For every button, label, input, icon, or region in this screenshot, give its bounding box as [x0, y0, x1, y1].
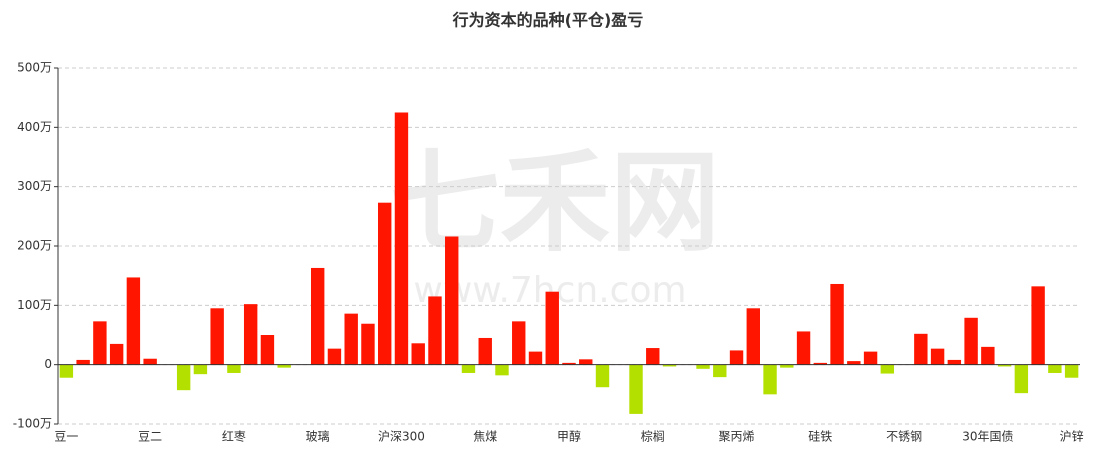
bar: [713, 364, 727, 378]
bar: [964, 317, 978, 365]
bar: [260, 335, 275, 365]
y-tick-label: 300万: [17, 179, 52, 193]
bar: [696, 364, 710, 369]
bar: [361, 323, 375, 365]
x-tick-label: 聚丙烯: [719, 430, 755, 444]
bar: [796, 331, 811, 365]
bar: [729, 350, 744, 365]
bar: [243, 304, 258, 365]
bar: [880, 364, 895, 374]
bar: [277, 364, 291, 368]
x-tick-label: 不锈钢: [886, 430, 922, 444]
chart-title: 行为资本的品种(平仓)盈亏: [452, 11, 644, 30]
bar: [1031, 286, 1045, 365]
x-tick-label: 甲醇: [557, 429, 581, 444]
bar: [813, 362, 828, 365]
bar: [579, 359, 593, 365]
bar: [646, 348, 660, 365]
bar: [76, 359, 90, 365]
bar: [344, 313, 358, 365]
bar: [495, 364, 509, 376]
bar: [478, 337, 492, 365]
bar: [193, 364, 208, 375]
x-tick-label: 棕榈: [641, 429, 665, 444]
bar: [210, 308, 224, 365]
x-tick-label: 焦煤: [473, 430, 497, 444]
bar: [746, 308, 760, 365]
bar: [59, 364, 74, 378]
x-tick-label: 红枣: [222, 429, 246, 444]
bar: [411, 343, 425, 365]
bar: [93, 321, 107, 365]
bar: [394, 112, 409, 365]
bar: [562, 362, 576, 365]
bar: [662, 364, 677, 367]
bar: [310, 267, 325, 365]
x-tick-label: 30年国债: [962, 430, 1013, 444]
bar: [126, 277, 141, 365]
bar: [327, 348, 342, 365]
x-tick-label: 沪深300: [378, 430, 425, 444]
y-tick-label: 200万: [17, 239, 52, 253]
bar: [863, 351, 878, 365]
bar: [947, 359, 962, 365]
bar: [461, 364, 476, 373]
bar: [512, 321, 526, 365]
y-tick-label: -100万: [13, 417, 52, 431]
bar: [847, 361, 861, 365]
bar: [1064, 364, 1079, 378]
y-tick-label: 400万: [17, 120, 52, 134]
x-tick-label: 沪锌: [1060, 430, 1084, 444]
bar: [445, 236, 459, 365]
x-tick-label: 玻璃: [306, 430, 330, 444]
x-tick-label: 硅铁: [808, 430, 832, 444]
bar: [981, 346, 995, 365]
bar: [914, 333, 928, 365]
bar: [997, 364, 1012, 367]
y-tick-label: 0: [44, 357, 52, 371]
watermark: 七禾网: [390, 138, 720, 266]
y-tick-label: 100万: [17, 298, 52, 312]
x-tick-label: 豆二: [138, 430, 162, 444]
bar: [830, 283, 844, 365]
bar: [1048, 364, 1062, 373]
bar: [595, 364, 610, 388]
x-tick-label: 豆一: [54, 430, 78, 444]
bar: [930, 348, 945, 365]
bar: [109, 343, 124, 365]
bar: [227, 364, 241, 373]
bar: [545, 291, 559, 365]
bar: [780, 364, 794, 368]
bar: [176, 364, 191, 391]
bar: [528, 351, 543, 365]
bar: [378, 202, 392, 365]
bar: [1014, 364, 1029, 394]
bar: [763, 364, 777, 395]
bar: [428, 296, 442, 365]
y-tick-label: 500万: [17, 61, 52, 75]
bar: [629, 364, 643, 414]
bar: [143, 358, 157, 365]
